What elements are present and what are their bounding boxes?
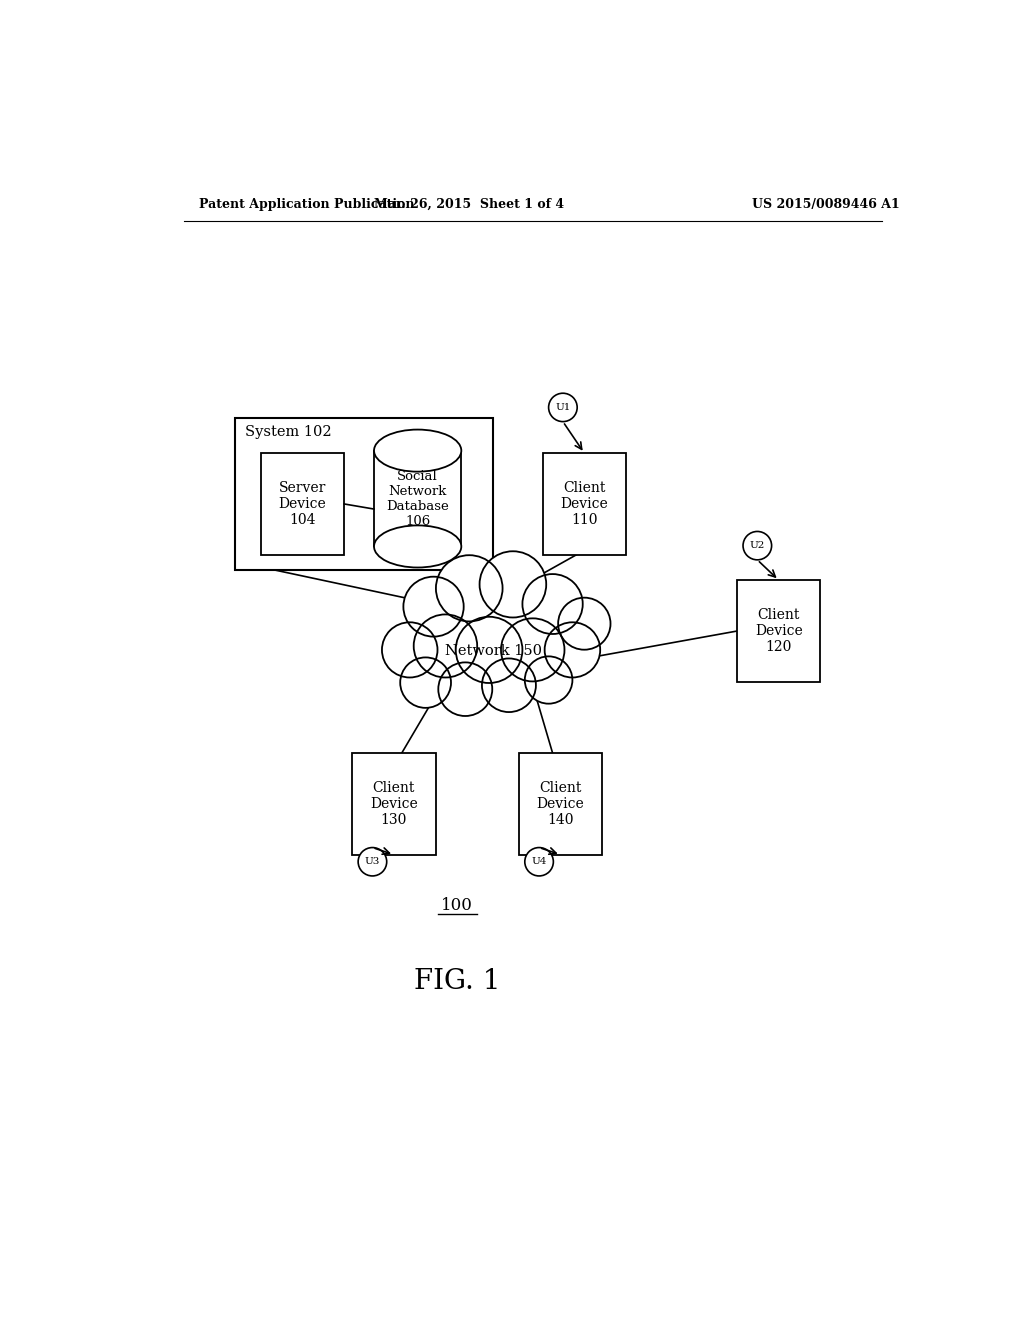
Text: Server
Device
104: Server Device 104	[279, 480, 327, 527]
FancyBboxPatch shape	[261, 453, 344, 554]
Text: Client
Device
130: Client Device 130	[370, 780, 418, 828]
FancyBboxPatch shape	[543, 453, 626, 554]
Text: Patent Application Publication: Patent Application Publication	[200, 198, 415, 211]
Ellipse shape	[479, 552, 546, 618]
Text: FIG. 1: FIG. 1	[414, 968, 501, 995]
Ellipse shape	[525, 656, 572, 704]
Text: US 2015/0089446 A1: US 2015/0089446 A1	[753, 198, 900, 211]
Ellipse shape	[400, 657, 451, 708]
Text: U4: U4	[531, 857, 547, 866]
Ellipse shape	[743, 532, 772, 560]
Text: Client
Device
120: Client Device 120	[755, 607, 803, 655]
Text: Mar. 26, 2015  Sheet 1 of 4: Mar. 26, 2015 Sheet 1 of 4	[374, 198, 564, 211]
Ellipse shape	[403, 577, 464, 636]
Text: Network 150: Network 150	[444, 644, 542, 659]
Text: U1: U1	[555, 403, 570, 412]
Text: Social
Network
Database
106: Social Network Database 106	[386, 470, 450, 528]
Ellipse shape	[522, 574, 583, 634]
Ellipse shape	[374, 525, 461, 568]
Ellipse shape	[549, 393, 578, 421]
Ellipse shape	[456, 616, 522, 682]
Ellipse shape	[545, 622, 600, 677]
Text: System 102: System 102	[245, 425, 332, 438]
Ellipse shape	[382, 622, 437, 677]
FancyBboxPatch shape	[737, 581, 820, 682]
Ellipse shape	[374, 429, 461, 471]
FancyBboxPatch shape	[374, 450, 461, 546]
Ellipse shape	[358, 847, 387, 876]
FancyBboxPatch shape	[236, 417, 494, 570]
Ellipse shape	[558, 598, 610, 649]
Ellipse shape	[438, 663, 493, 715]
Ellipse shape	[482, 659, 536, 711]
Text: Client
Device
140: Client Device 140	[537, 780, 585, 828]
Ellipse shape	[501, 618, 564, 681]
Text: 100: 100	[441, 898, 473, 913]
Ellipse shape	[414, 614, 477, 677]
Text: U2: U2	[750, 541, 765, 550]
FancyBboxPatch shape	[352, 752, 435, 854]
FancyBboxPatch shape	[519, 752, 602, 854]
Ellipse shape	[436, 556, 503, 622]
Text: Client
Device
110: Client Device 110	[560, 480, 608, 527]
Ellipse shape	[525, 847, 553, 876]
Text: U3: U3	[365, 857, 380, 866]
